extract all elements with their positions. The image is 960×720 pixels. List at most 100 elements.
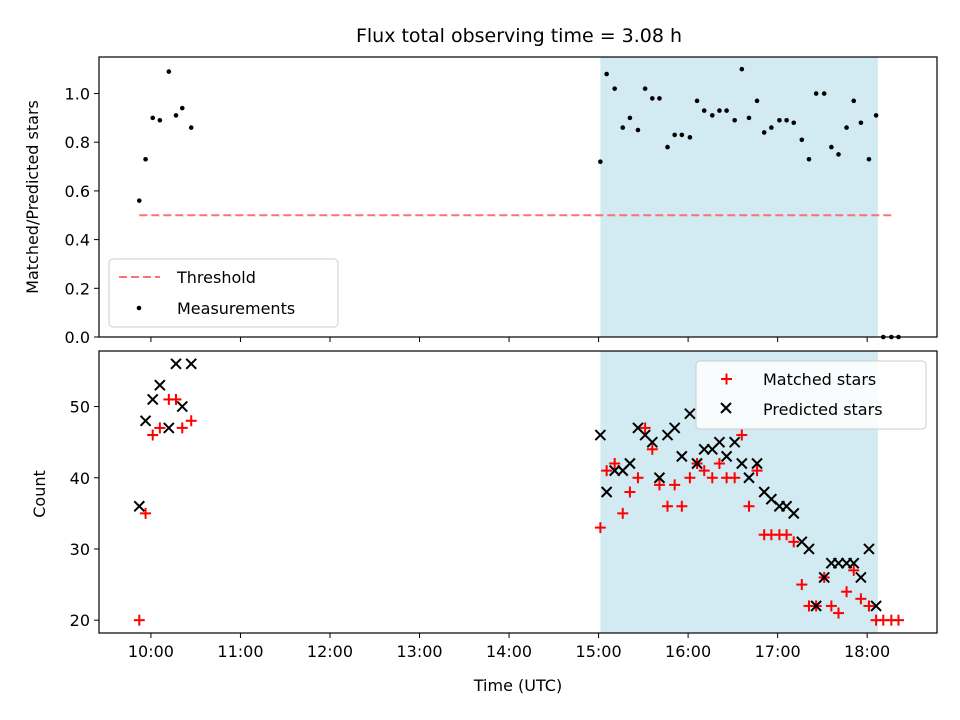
matched-stars-point	[662, 500, 674, 512]
bottom-y-axis-label: Count	[30, 470, 49, 518]
matched-stars-point	[646, 443, 658, 455]
legend-predicted-swatch	[720, 402, 732, 414]
x-tick-label: 10:00	[128, 642, 174, 661]
matched-stars-point	[893, 614, 905, 626]
matched-stars-point	[713, 458, 725, 470]
matched-stars-point	[848, 564, 860, 576]
matched-stars-point	[601, 465, 613, 477]
matched-stars-point	[170, 393, 182, 405]
predicted-stars-point	[185, 358, 197, 370]
measurements-point	[687, 135, 693, 140]
predicted-stars-point	[870, 600, 882, 612]
measurements-point	[612, 86, 617, 91]
predicted-stars-point	[855, 571, 867, 584]
x-tick-label: 13:00	[396, 642, 442, 661]
measurements-point	[604, 71, 609, 77]
measurements-point	[844, 125, 849, 130]
measurements-point	[694, 98, 700, 104]
measurements-point	[188, 125, 194, 130]
measurements-point	[739, 66, 745, 72]
measurements-point	[836, 152, 841, 157]
y-tick-label: 20	[70, 611, 90, 630]
measurements-point	[635, 127, 641, 133]
matched-stars-point	[669, 479, 681, 491]
measurements-point	[873, 113, 879, 118]
matched-stars-point	[653, 479, 665, 491]
measurements-point	[679, 132, 685, 138]
measurements-point	[769, 125, 774, 130]
measurements-point	[806, 156, 812, 162]
y-tick-label: 40	[70, 469, 90, 488]
matched-stars-point	[632, 472, 644, 484]
predicted-stars-point	[668, 422, 681, 434]
matched-stars-point	[796, 579, 808, 591]
predicted-stars-point	[147, 393, 159, 406]
matched-stars-point	[639, 422, 651, 434]
matched-stars-point	[185, 415, 197, 427]
bottom-legend-box	[695, 360, 927, 430]
x-tick-label: 18:00	[844, 642, 890, 661]
matched-stars-point	[841, 586, 853, 598]
matched-stars-point	[140, 507, 152, 519]
measurements-point	[858, 120, 864, 126]
predicted-stars-point	[594, 429, 607, 441]
measurements-point	[642, 86, 648, 91]
predicted-stars-point	[676, 450, 688, 463]
measurements-point	[657, 96, 662, 101]
measurements-point	[851, 98, 857, 104]
predicted-stars-point	[133, 500, 145, 512]
measurements-point	[754, 98, 760, 104]
matched-stars-point	[833, 607, 845, 619]
predicted-stars-point	[810, 600, 822, 612]
measurements-point	[791, 120, 797, 126]
top-axes-frame	[98, 56, 938, 338]
matched-stars-point	[154, 422, 166, 434]
predicted-stars-point	[154, 379, 166, 391]
predicted-stars-point	[163, 422, 175, 434]
y-tick-label: 0.0	[65, 328, 90, 347]
predicted-stars-point	[653, 472, 666, 484]
predicted-stars-point	[803, 543, 815, 555]
measurements-point	[143, 156, 148, 162]
measurements-point	[598, 159, 603, 164]
predicted-stars-point	[691, 457, 703, 470]
top-legend-box	[108, 258, 339, 328]
legend-threshold-label: Threshold	[176, 268, 256, 287]
matched-stars-point	[676, 500, 688, 512]
matched-stars-point	[624, 486, 636, 498]
measurements-point	[732, 118, 737, 123]
predicted-stars-point	[751, 457, 763, 470]
measurements-point	[620, 125, 626, 130]
predicted-stars-point	[788, 507, 800, 520]
observing-window-shade	[600, 57, 878, 337]
matched-stars-point	[751, 465, 763, 477]
measurements-point	[173, 113, 179, 118]
top-legend: Threshold Measurements	[108, 258, 339, 328]
x-tick-label: 17:00	[755, 642, 801, 661]
measurements-point	[150, 115, 156, 121]
matched-stars-point	[133, 614, 145, 626]
y-tick-label: 50	[70, 398, 90, 417]
predicted-stars-point	[600, 486, 613, 498]
x-axis-label: Time (UTC)	[473, 676, 562, 695]
y-tick-label: 0.2	[65, 279, 90, 298]
x-tick-label: 12:00	[307, 642, 353, 661]
predicted-stars-point	[863, 543, 875, 555]
predicted-stars-point	[818, 571, 830, 584]
measurements-point	[136, 198, 142, 203]
matched-stars-point	[684, 472, 696, 484]
legend-measurements-swatch	[136, 305, 142, 311]
legend-matched-swatch	[721, 373, 732, 385]
matched-stars-point	[825, 600, 837, 612]
legend-measurements-label: Measurements	[177, 299, 295, 318]
predicted-stars-point	[624, 457, 636, 470]
measurements-point	[866, 156, 872, 162]
predicted-stars-point	[139, 415, 152, 427]
matched-stars-point	[729, 472, 741, 484]
measurements-point	[179, 105, 185, 111]
predicted-stars-point	[720, 450, 733, 463]
matched-stars-point	[698, 465, 710, 477]
matched-stars-point	[743, 500, 755, 512]
measurements-point	[813, 91, 819, 96]
